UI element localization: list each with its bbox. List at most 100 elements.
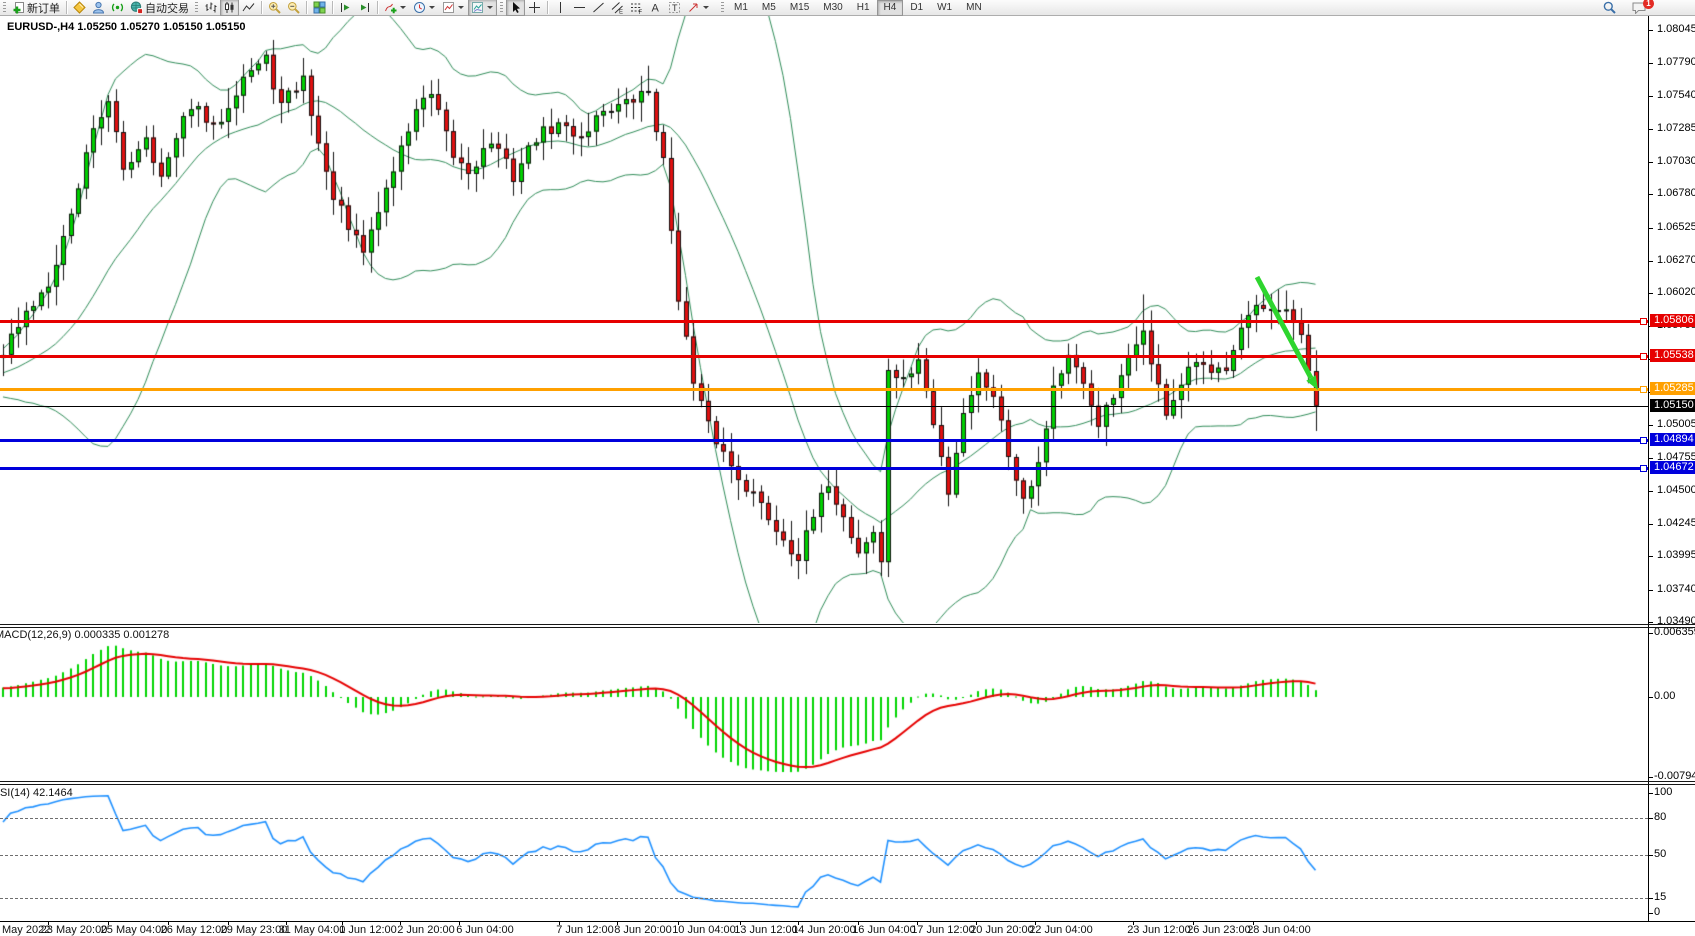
profile-button[interactable]	[89, 0, 108, 16]
text-label-button[interactable]: T	[665, 0, 684, 16]
level-line-anchor[interactable]	[1640, 318, 1647, 325]
equidistant-channel-button[interactable]: E	[608, 0, 627, 16]
tile-windows-button[interactable]	[310, 0, 329, 16]
price-tick-label: 1.03995	[1657, 549, 1695, 561]
panel-splitter[interactable]	[0, 784, 1695, 785]
price-tick-label: 1.07540	[1657, 89, 1695, 101]
zoom-out-icon	[288, 2, 300, 14]
rsi-panel-canvas[interactable]	[0, 785, 1648, 918]
timeframe-m30[interactable]: M30	[823, 2, 843, 13]
timeframe-d1[interactable]: D1	[910, 2, 924, 13]
trendline-button[interactable]	[589, 0, 608, 16]
signals-button[interactable]	[108, 0, 127, 16]
level-line-anchor[interactable]	[1640, 437, 1647, 444]
macd-panel-canvas[interactable]	[0, 628, 1648, 780]
timeframe-h1[interactable]: H1	[856, 2, 870, 13]
arrows-button[interactable]	[684, 0, 713, 16]
svg-text:T: T	[672, 3, 678, 13]
date-label: 16 Jun 04:00	[852, 924, 916, 936]
date-tick	[1253, 921, 1254, 925]
indicators-button[interactable]	[381, 0, 410, 16]
price-tick	[1648, 96, 1653, 97]
date-tick	[168, 921, 169, 925]
tile-windows-icon	[313, 1, 326, 14]
timeframe-m5[interactable]: M5	[761, 2, 776, 13]
zoom-out-button[interactable]	[284, 0, 303, 16]
date-tick	[976, 921, 977, 925]
date-label: 20 Jun 20:00	[970, 924, 1034, 936]
date-tick	[459, 921, 460, 925]
timeframe-h4[interactable]: H4	[876, 0, 904, 16]
cursor-arrow-icon	[513, 2, 520, 13]
level-line-1.05806[interactable]	[0, 320, 1648, 323]
price-tick	[1648, 293, 1653, 294]
current-price-line[interactable]	[0, 406, 1648, 407]
price-tick	[1648, 261, 1653, 262]
indicators-icon	[385, 3, 397, 14]
timeframe-w1[interactable]: W1	[937, 2, 953, 13]
dropdown-caret	[487, 6, 493, 9]
toolbar-grip[interactable]	[195, 2, 198, 13]
date-label: 28 Jun 04:00	[1247, 924, 1311, 936]
date-tick	[1133, 921, 1134, 925]
cursor-button[interactable]	[506, 0, 525, 16]
crosshair-button[interactable]	[525, 0, 544, 16]
level-line-1.04672[interactable]	[0, 467, 1648, 470]
chart-shift-icon	[361, 3, 369, 12]
periods-button[interactable]	[410, 0, 439, 16]
svg-text:F: F	[639, 10, 643, 14]
objects-list-button[interactable]	[468, 0, 497, 16]
fibonacci-button[interactable]: F	[627, 0, 646, 16]
timeframe-m15[interactable]: M15	[789, 2, 810, 13]
timeframe-m1[interactable]: M1	[734, 2, 748, 13]
panel-splitter[interactable]	[0, 781, 1695, 782]
panel-splitter[interactable]	[0, 627, 1695, 628]
toolbar-grip[interactable]	[500, 2, 503, 13]
autotrade-button[interactable]: 自动交易	[127, 0, 192, 16]
toolbar-grip[interactable]	[721, 2, 724, 13]
price-tick	[1648, 129, 1653, 130]
price-tick-label: 1.06270	[1657, 254, 1695, 266]
panel-splitter[interactable]	[0, 624, 1695, 625]
text-button[interactable]: A	[646, 0, 665, 16]
chart-shift-button[interactable]	[355, 0, 374, 16]
level-line-anchor[interactable]	[1640, 465, 1647, 472]
date-label: 17 Jun 12:00	[911, 924, 975, 936]
new-order-button[interactable]: 新订单	[9, 0, 63, 16]
chart-candles-button[interactable]	[220, 0, 239, 16]
level-line-1.04894[interactable]	[0, 439, 1648, 442]
price-tick	[1648, 590, 1653, 591]
chat-button[interactable]: 1	[1629, 0, 1654, 16]
auto-scroll-button[interactable]	[336, 0, 355, 16]
chart-line-button[interactable]	[239, 0, 258, 16]
date-label: 1 Jun 12:00	[339, 924, 397, 936]
new-order-icon	[13, 2, 24, 14]
chart-title: EURUSD-,H4 1.05250 1.05270 1.05150 1.051…	[7, 21, 246, 33]
date-tick	[617, 921, 618, 925]
level-line-1.05285[interactable]	[0, 388, 1648, 391]
timeframe-mn[interactable]: MN	[966, 2, 982, 13]
crosshair-icon	[529, 2, 540, 13]
toolbar: 新订单 自动交易	[0, 0, 1695, 16]
toolbar-grip[interactable]	[3, 2, 6, 13]
level-line-1.05538[interactable]	[0, 355, 1648, 358]
market-watch-button[interactable]	[70, 0, 89, 16]
date-label: 7 Jun 12:00	[556, 924, 614, 936]
price-tick-label: 1.08045	[1657, 23, 1695, 35]
chart-bars-button[interactable]	[201, 0, 220, 16]
horizontal-line-button[interactable]	[570, 0, 589, 16]
price-tick-label: 1.07030	[1657, 155, 1695, 167]
zoom-in-button[interactable]	[265, 0, 284, 16]
templates-button[interactable]	[439, 0, 468, 16]
level-line-anchor[interactable]	[1640, 386, 1647, 393]
date-tick	[400, 921, 401, 925]
date-tick	[740, 921, 741, 925]
level-line-anchor[interactable]	[1640, 353, 1647, 360]
search-button[interactable]	[1600, 0, 1619, 16]
date-tick	[559, 921, 560, 925]
vertical-line-button[interactable]	[551, 0, 570, 16]
text-label-icon: T	[669, 2, 680, 13]
main-chart-canvas[interactable]	[0, 16, 1648, 623]
separator	[66, 1, 67, 14]
